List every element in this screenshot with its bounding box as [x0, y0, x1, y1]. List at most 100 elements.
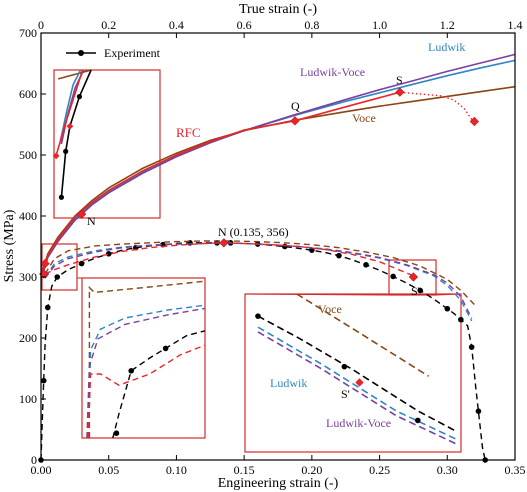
x2-tick-label: 1.0 — [372, 18, 387, 32]
y-tick-label: 0 — [31, 453, 37, 467]
inset2-experiment-point — [162, 345, 169, 352]
marker-s — [408, 272, 419, 282]
x2-tick-label: 0.2 — [101, 18, 116, 32]
anno-voce: Voce — [352, 111, 376, 125]
y-tick-label: 300 — [19, 270, 37, 284]
anno-q: Q — [291, 99, 300, 113]
experiment-point — [475, 408, 482, 415]
inset3-experiment-point — [255, 313, 261, 319]
y-axis-title: Stress (MPa) — [2, 209, 17, 282]
anno-s: S — [396, 73, 403, 87]
x-axis-title: Engineering strain (-) — [218, 476, 339, 491]
inset-anno-voce: Voce — [318, 302, 342, 316]
inset-anno-ludwik: Ludwik — [270, 376, 307, 390]
y-tick-label: 200 — [19, 331, 37, 345]
series-line-true-ludwik-voce — [40, 53, 516, 279]
y-tick-label: 700 — [19, 26, 37, 40]
inset3-experiment-point — [415, 417, 421, 424]
experiment-point — [40, 377, 47, 384]
connector-line — [244, 293, 390, 296]
inset3-marker-s-prime — [355, 378, 364, 387]
inset1-curve-voce — [57, 69, 92, 80]
series-line-engineering-rfc — [44, 242, 414, 277]
legend-label-experiment: Experiment — [104, 46, 161, 60]
inset3-curve-voce — [296, 293, 430, 377]
marker-point — [40, 258, 50, 269]
y-tick-label: 100 — [19, 392, 37, 406]
inset1-experiment-point — [58, 194, 65, 200]
x-tick-label: 0.00 — [31, 463, 52, 477]
series-line-true-rfc-post — [399, 91, 475, 123]
x-tick-label: 0.20 — [301, 463, 322, 477]
inset2-curve-voce — [88, 280, 206, 438]
x2-tick-label: 0 — [38, 18, 44, 32]
inset-anno-s-prime: S' — [341, 387, 350, 401]
x-tick-label: 0.15 — [234, 463, 255, 477]
inset3-curve-ludwik — [257, 326, 458, 441]
y-tick-label: 500 — [19, 148, 37, 162]
anno-ludwik-voce: Ludwik-Voce — [300, 65, 365, 79]
experiment-point — [78, 260, 85, 267]
inset3-experiment-point — [341, 363, 348, 370]
x2-axis-title: True strain (-) — [239, 2, 317, 17]
x-tick-label: 0.30 — [437, 463, 458, 477]
experiment-point — [468, 344, 475, 350]
inset1-curve-ludwik — [59, 69, 82, 142]
series-line-true-rfc — [40, 91, 401, 275]
inset1-experiment-point — [63, 148, 69, 154]
x2-tick-label: 1.2 — [440, 18, 455, 32]
experiment-point — [281, 243, 288, 250]
inset-frame-2 — [81, 277, 206, 439]
plot-frame — [40, 32, 516, 461]
experiment-point — [44, 304, 51, 311]
experiment-point — [444, 305, 451, 312]
series-line-engineering-voce — [44, 240, 475, 305]
marker-point — [469, 116, 479, 127]
zoom-box-yield — [41, 243, 78, 291]
experiment-point — [417, 287, 424, 294]
x2-tick-label: 1.4 — [508, 18, 523, 32]
inset2-curve-rfc — [87, 344, 206, 439]
inset2-curve-experiment — [112, 330, 206, 439]
x-tick-label: 0.25 — [369, 463, 390, 477]
anno-n-eng: N (0.135, 356) — [218, 225, 289, 239]
x-tick-label: 0.35 — [505, 463, 526, 477]
inset-anno-ludwik-voce: Ludwik-Voce — [326, 416, 391, 430]
experiment-point — [363, 262, 369, 268]
experiment-point — [105, 251, 112, 257]
anno-rfc: RFC — [176, 125, 201, 140]
x2-tick-label: 0.6 — [237, 18, 252, 32]
y-tick-label: 600 — [19, 87, 37, 101]
experiment-point — [54, 274, 61, 280]
marker-n-0-135-356 — [219, 238, 229, 248]
x2-tick-label: 0.8 — [304, 18, 319, 32]
marker-q — [290, 116, 300, 126]
inset1-curve-rfc — [55, 69, 84, 157]
inset-frame-3 — [244, 293, 462, 453]
inset3-curve-experiment — [257, 315, 458, 433]
inset3-curve-ludwik-voce — [257, 331, 458, 445]
experiment-point — [458, 316, 464, 323]
inset2-experiment-point — [113, 430, 120, 437]
x-tick-label: 0.05 — [98, 463, 119, 477]
connector-line — [435, 293, 462, 296]
anno-n-true: N — [87, 214, 96, 228]
y-tick-label: 400 — [19, 209, 37, 223]
anno-s-prime: S' — [411, 284, 420, 298]
inset1-marker — [66, 122, 74, 130]
x-tick-label: 0.10 — [166, 463, 187, 477]
experiment-point — [390, 273, 396, 280]
inset1-experiment-point — [76, 94, 83, 100]
x2-tick-label: 0.4 — [169, 18, 184, 32]
experiment-point — [336, 252, 342, 259]
legend-marker-experiment — [78, 50, 84, 56]
inset2-experiment-point — [128, 368, 134, 374]
series-line-true-voce — [40, 85, 516, 275]
inset2-curve-ludwik-voce — [86, 307, 206, 439]
anno-ludwik: Ludwik — [428, 40, 465, 54]
marker-n — [77, 209, 87, 219]
inset1-marker — [52, 152, 60, 160]
marker-s — [395, 87, 405, 97]
